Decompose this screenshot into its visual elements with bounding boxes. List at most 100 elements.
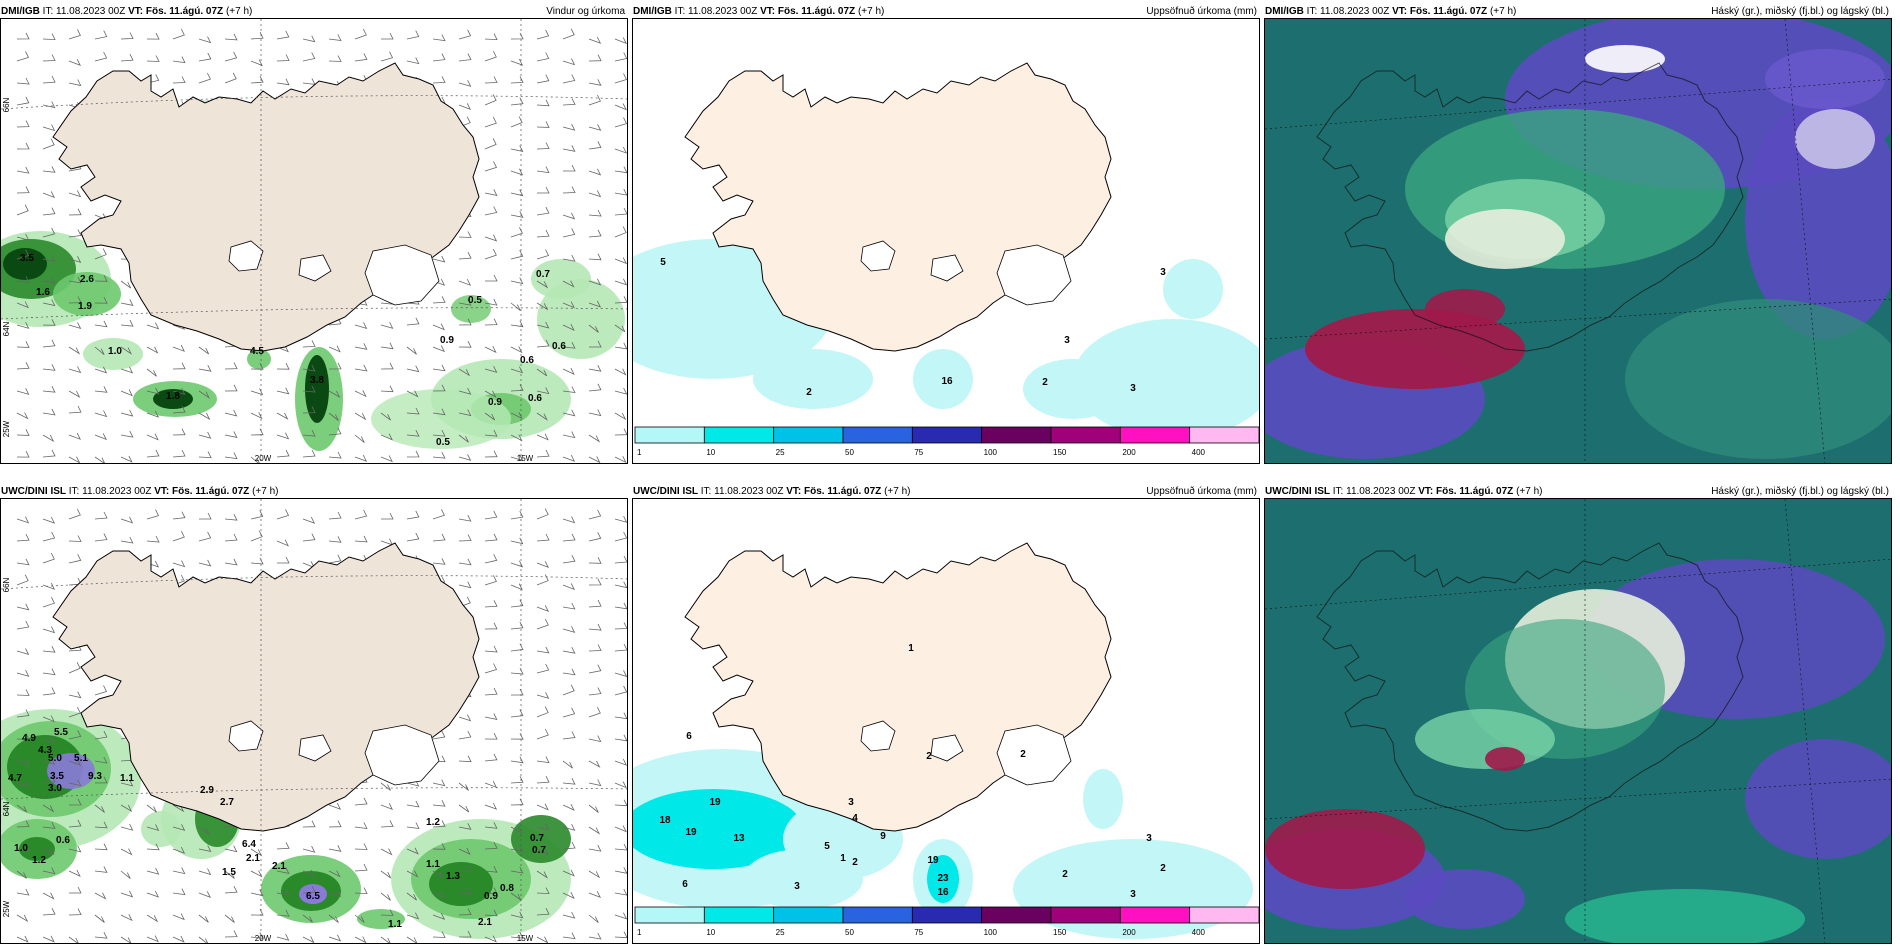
- wind-barb: [614, 207, 627, 216]
- wind-barb: [16, 341, 30, 348]
- wind-barb: [354, 887, 368, 895]
- wind-barb: [42, 33, 56, 41]
- colorbar-swatch: [1189, 426, 1259, 444]
- wind-barb: [380, 51, 394, 62]
- wind-barb: [94, 30, 108, 40]
- wind-barb: [224, 930, 238, 938]
- wind-barb: [536, 508, 549, 520]
- wind-barb: [484, 346, 497, 354]
- wind-barb: [16, 820, 30, 828]
- colorbar: 1 10 25 50 75 100 150 200 400: [634, 426, 1259, 457]
- wind-barb: [614, 456, 627, 463]
- wind-barb: [42, 319, 56, 326]
- precip-value-label: 2.6: [80, 274, 94, 285]
- panel-title: Uppsöfnuð úrkoma (mm): [1146, 6, 1257, 17]
- precip-value-label: 3: [1160, 267, 1166, 278]
- wind-barb: [536, 728, 549, 740]
- wind-barb: [458, 318, 472, 326]
- wind-barb: [536, 433, 549, 441]
- lon-label-20w: 20W: [255, 934, 272, 943]
- wind-barb: [146, 914, 159, 923]
- map-area: 6191819136345921231923161232234110255075…: [632, 498, 1260, 944]
- it-value: 11.08.2023 00Z: [56, 6, 126, 17]
- wind-barb: [406, 390, 419, 398]
- wind-barb: [68, 819, 82, 828]
- colorbar-tick-label: 75: [914, 928, 923, 937]
- wind-barb: [510, 211, 524, 218]
- wind-barb: [458, 387, 472, 395]
- wind-barb: [68, 662, 81, 674]
- wind-barb: [458, 454, 472, 461]
- wind-barb: [146, 509, 160, 520]
- wind-barb: [562, 668, 576, 676]
- wind-barb: [588, 168, 602, 176]
- wind-barb: [94, 410, 108, 418]
- wind-barb: [458, 908, 472, 916]
- precip-value-label: 16: [941, 376, 953, 387]
- wind-barb: [614, 912, 627, 920]
- lat-lon-grid: [1265, 19, 1891, 463]
- wind-barb: [380, 322, 394, 329]
- precip-area: [299, 884, 327, 904]
- wind-barb: [120, 936, 132, 943]
- precip-value-label: 0.9: [484, 891, 498, 902]
- wind-barb: [614, 428, 627, 436]
- wind-barb: [302, 429, 316, 437]
- wind-barb: [68, 190, 82, 198]
- wind-barb: [588, 891, 602, 899]
- wind-barb: [562, 254, 576, 262]
- wind-barb: [68, 936, 79, 943]
- precip-value-label: 1.3: [446, 871, 460, 882]
- wind-barb: [510, 454, 524, 462]
- wind-barb: [510, 776, 524, 784]
- wind-barb: [614, 931, 627, 939]
- panel-dmi-precip: DMI/IGB IT: 11.08.2023 00Z VT: Fös. 11.á…: [632, 0, 1260, 464]
- wind-barb: [354, 843, 368, 850]
- wind-barb: [16, 166, 30, 174]
- wind-barb: [614, 758, 627, 766]
- wind-barb: [68, 508, 81, 520]
- wind-barb: [42, 892, 55, 900]
- wind-barb: [510, 583, 523, 591]
- wind-barb: [94, 821, 108, 829]
- wind-barb: [536, 302, 549, 311]
- precip-value-label: 4: [852, 813, 858, 824]
- wind-barb: [42, 166, 56, 173]
- wind-barb: [510, 560, 524, 568]
- precip-map: 6191819136345921231923161232234110255075…: [633, 542, 1259, 939]
- wind-barb: [94, 366, 108, 374]
- wind-barb: [484, 429, 498, 437]
- wind-barb: [614, 52, 627, 62]
- wind-barb: [432, 931, 446, 938]
- precip-value-label: 0.6: [552, 341, 566, 352]
- wind-barb: [172, 867, 186, 875]
- colorbar-tick-label: 1: [637, 928, 642, 937]
- wind-barb: [536, 692, 550, 699]
- wind-barb: [458, 865, 472, 872]
- lat-label-66n: 66N: [2, 97, 11, 112]
- wind-barb: [276, 888, 290, 896]
- wind-barb: [68, 59, 82, 67]
- glacier: [996, 724, 1072, 786]
- wind-barb: [16, 96, 30, 106]
- wind-barb: [510, 434, 523, 442]
- wind-barb: [588, 532, 602, 542]
- precip-value-label: 1.0: [108, 346, 122, 357]
- wind-barb: [432, 779, 446, 787]
- wind-barb: [42, 207, 56, 216]
- precip-area: [83, 338, 143, 370]
- colorbar-swatch: [634, 906, 705, 924]
- wind-barb: [328, 345, 341, 353]
- wind-barb: [120, 54, 134, 62]
- wind-barb: [94, 804, 105, 813]
- cloud-area: [1425, 289, 1505, 329]
- precip-value-label: 2: [1042, 377, 1048, 388]
- wind-barb: [354, 822, 368, 829]
- wind-barb: [16, 186, 30, 194]
- panel-header: DMI/IGB IT: 11.08.2023 00Z VT: Fös. 11.á…: [1265, 6, 1891, 22]
- wind-barb: [406, 30, 420, 40]
- wind-barb: [120, 346, 133, 355]
- wind-barb: [562, 533, 576, 542]
- wind-barb: [172, 913, 185, 921]
- wind-barb: [354, 53, 368, 62]
